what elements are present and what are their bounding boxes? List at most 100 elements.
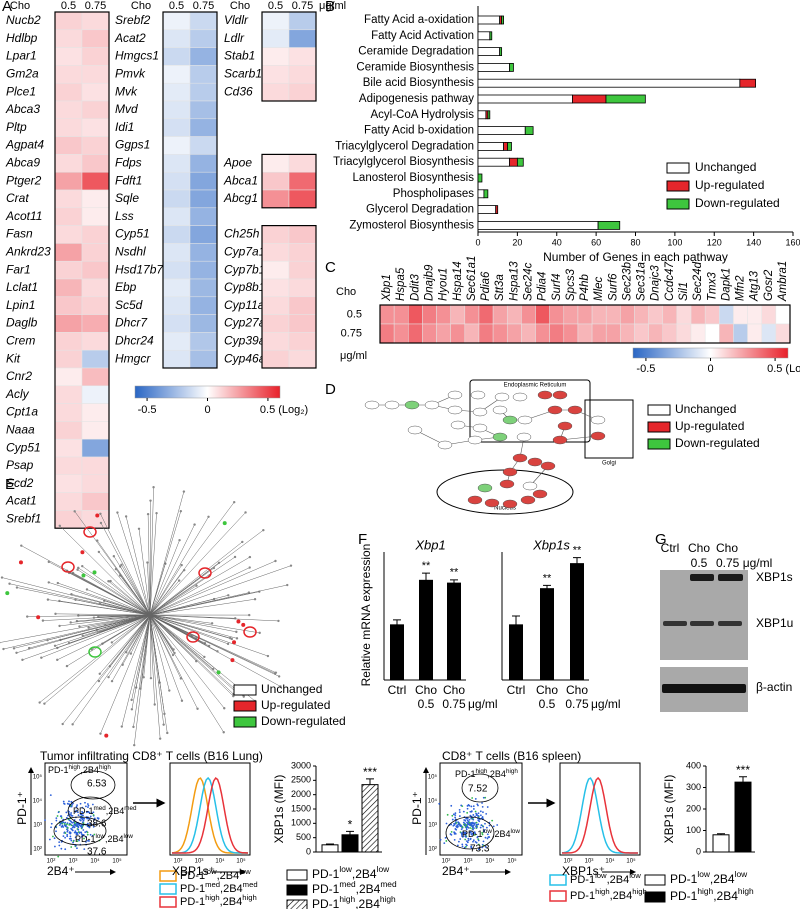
gene-label: Sil1	[678, 282, 690, 301]
flow-dot	[471, 833, 473, 836]
network-edge	[149, 614, 161, 739]
pathway-node	[424, 400, 440, 410]
compartment-label: Golgi	[602, 461, 616, 467]
category-label: Bile acid Biosynthesis	[363, 77, 474, 89]
x-tick-label: 0.5	[418, 697, 435, 711]
heatmap-border	[261, 11, 317, 102]
bar	[540, 588, 554, 680]
flow-tick: 10³	[464, 859, 473, 865]
pathway-node	[470, 390, 486, 400]
bar-segment	[477, 110, 487, 120]
flow-dot	[474, 798, 477, 800]
x-tick-label: 0.5	[539, 697, 556, 711]
flow-dot	[68, 819, 71, 822]
heatmap-cell	[379, 304, 395, 325]
heatmap-cell	[54, 438, 83, 458]
flow-dot	[66, 833, 69, 836]
network-edge	[59, 614, 151, 627]
flow-dot	[470, 805, 473, 808]
error-bar	[739, 776, 747, 783]
y-tick-label: 0	[696, 846, 701, 856]
heatmap-cell	[605, 304, 621, 325]
flow-dot	[59, 815, 62, 818]
flow-dot	[465, 826, 468, 829]
flow-dot	[75, 833, 78, 836]
heatmap-cell	[288, 154, 317, 173]
heatmap-cell	[261, 154, 290, 173]
network-node	[120, 725, 123, 728]
y-tick-label: 0	[306, 846, 311, 856]
gene-label: Ch25h	[224, 227, 260, 241]
network-edge	[149, 614, 218, 652]
flow-dot	[450, 834, 453, 836]
histogram-tick: 10⁴	[215, 858, 225, 865]
network-node	[203, 655, 206, 659]
gene-label: Pmvk	[115, 66, 146, 80]
network-node	[155, 511, 158, 515]
flow-dot	[472, 824, 475, 827]
gene-label: Sec24d	[692, 261, 704, 301]
heatmap-cell	[719, 304, 734, 325]
x-tick-label: Cho	[566, 683, 588, 697]
flow-dot	[455, 821, 458, 824]
network-node	[99, 521, 103, 525]
x-tick-label: Ctrl	[388, 683, 407, 697]
band-label: XBP1s	[756, 570, 793, 584]
heatmap-cell	[634, 304, 649, 325]
flow-dot	[461, 843, 464, 846]
flow-dot	[473, 827, 475, 830]
network-node	[58, 599, 61, 603]
heatmap-cell	[189, 29, 218, 48]
heatmap-cell	[162, 260, 191, 280]
gene-label: Mvk	[115, 84, 138, 98]
network-edge	[149, 584, 288, 616]
network-node	[56, 581, 60, 585]
flow-tick: 10⁵	[33, 774, 43, 781]
heatmap-cell	[577, 323, 593, 344]
network-node	[211, 667, 215, 671]
network-edge	[98, 614, 151, 633]
flow-dot	[83, 837, 85, 840]
heatmap-cell	[288, 29, 317, 48]
gene-label: Ddit3	[409, 274, 421, 301]
flow-dot	[91, 834, 94, 837]
flow-dot	[452, 824, 455, 827]
network-node	[47, 581, 50, 584]
flow-dot	[82, 814, 84, 817]
panel-letter: F	[358, 531, 367, 548]
unit-label: μg/ml	[468, 697, 498, 711]
network-node	[193, 523, 196, 526]
flow-dot	[458, 840, 460, 843]
band	[663, 621, 687, 626]
heatmap-cell	[81, 278, 110, 298]
category-label: Lanosterol Biosynthesis	[353, 172, 475, 184]
network-node	[223, 707, 226, 710]
network-node	[216, 650, 219, 653]
category-label: Fatty Acid Activation	[371, 30, 474, 42]
golgi-box	[584, 399, 634, 459]
column-label: 0.75	[193, 0, 214, 12]
legend-label: Up-regulated	[695, 178, 764, 192]
flow-dot	[55, 830, 57, 833]
bar-segment	[489, 31, 493, 41]
panel-letter: C	[325, 259, 336, 276]
legend-label: PD-1high,2B4high	[570, 887, 647, 902]
gene-label: Pltp	[6, 120, 27, 134]
network-edge	[1, 577, 151, 616]
gate-label: PD-1high,2B4high	[455, 768, 518, 779]
gene-label: Scarb1	[224, 66, 262, 80]
network-node	[129, 652, 133, 655]
network-edge	[108, 581, 151, 616]
x-tick-label: 140	[746, 237, 761, 247]
gene-label: Srebf2	[115, 13, 151, 27]
heatmap-cell	[189, 171, 218, 191]
gene-label: Sec23b	[621, 261, 633, 301]
flow-dot	[63, 802, 65, 805]
flow-dot	[459, 825, 462, 827]
network-node	[146, 512, 150, 516]
flow-dot	[66, 835, 69, 838]
legend-swatch	[644, 874, 666, 886]
axis-title: 2B4⁺	[442, 864, 470, 878]
network-node	[41, 619, 45, 622]
panel-letter: E	[5, 476, 15, 493]
